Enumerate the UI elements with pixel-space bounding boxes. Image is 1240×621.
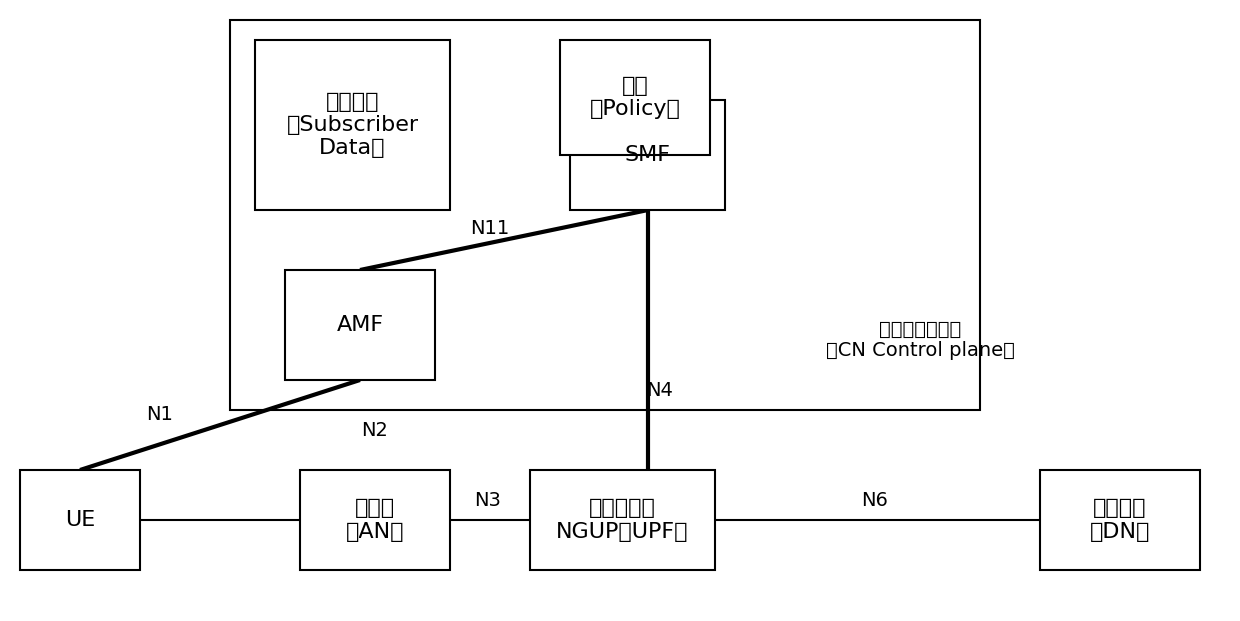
Text: 接入网
（AN）: 接入网 （AN） <box>346 499 404 542</box>
Text: N3: N3 <box>475 491 501 509</box>
Bar <box>20 470 140 570</box>
Text: 策略
（Policy）: 策略 （Policy） <box>589 76 681 119</box>
Bar <box>300 470 450 570</box>
Bar <box>560 40 711 155</box>
Text: N6: N6 <box>862 491 888 509</box>
Text: 核心网控制平面
（CN Control plane）: 核心网控制平面 （CN Control plane） <box>826 319 1014 361</box>
Text: N11: N11 <box>470 219 510 237</box>
Text: N2: N2 <box>362 420 388 440</box>
Bar <box>529 470 715 570</box>
Text: 用户口功能
NGUP（UPF）: 用户口功能 NGUP（UPF） <box>557 499 688 542</box>
Text: N4: N4 <box>646 381 673 399</box>
Text: N1: N1 <box>146 406 174 425</box>
Bar <box>570 100 725 210</box>
Bar <box>285 270 435 380</box>
Bar <box>1040 470 1200 570</box>
Text: UE: UE <box>64 510 95 530</box>
Text: SMF: SMF <box>625 145 671 165</box>
Text: 用户数据
（Subscriber
Data）: 用户数据 （Subscriber Data） <box>286 92 419 158</box>
Bar <box>255 40 450 210</box>
Bar <box>229 20 980 410</box>
Text: AMF: AMF <box>336 315 383 335</box>
Text: 目标网络
（DN）: 目标网络 （DN） <box>1090 499 1151 542</box>
